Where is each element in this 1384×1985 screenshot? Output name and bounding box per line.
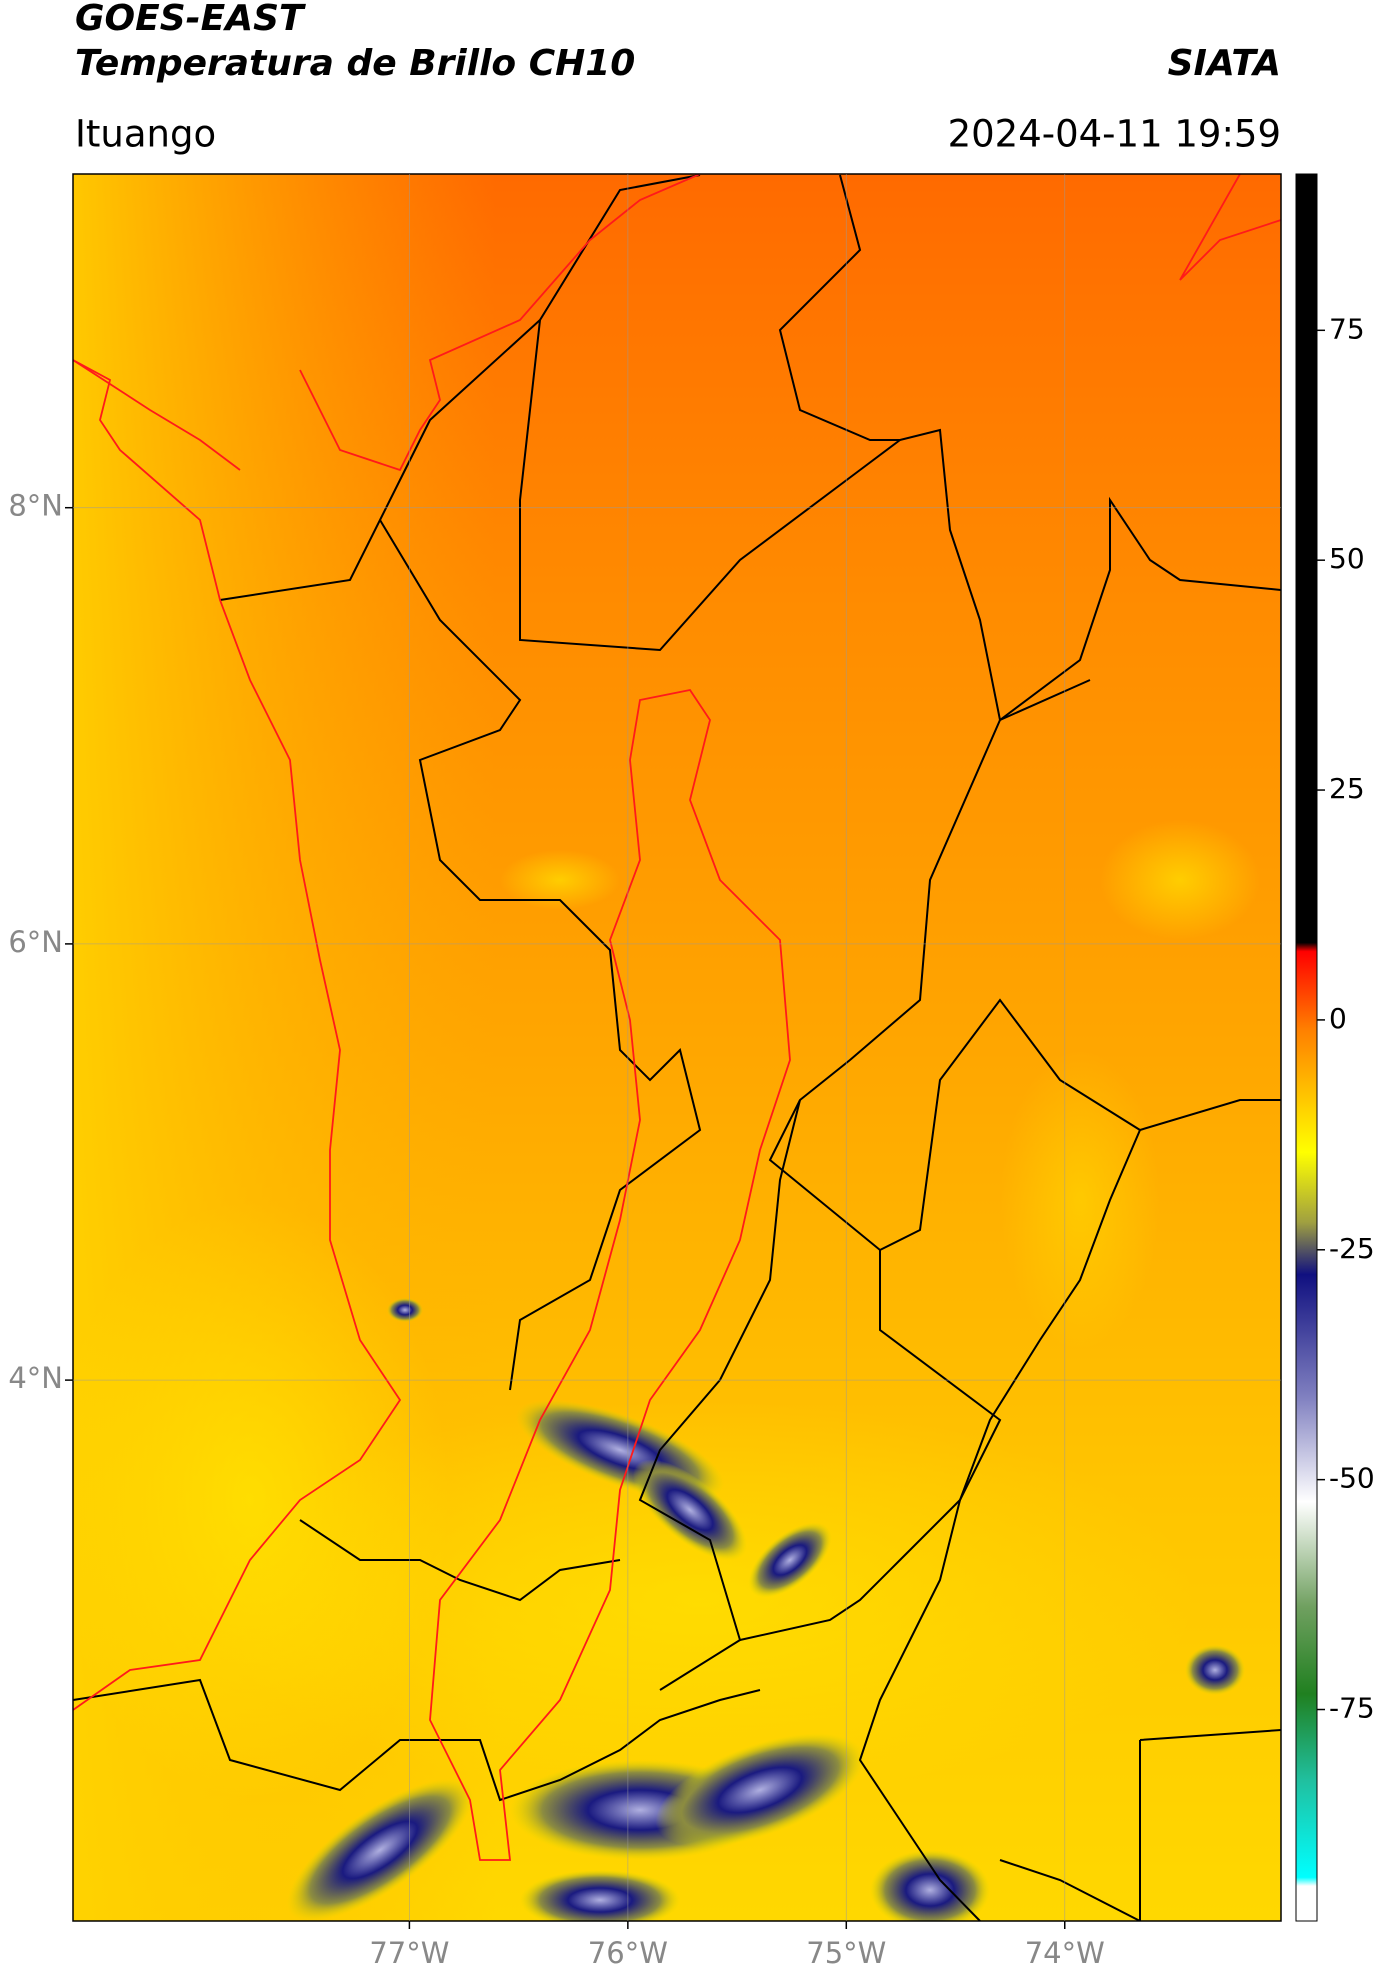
colorbar-tick-label: 50 (1329, 542, 1365, 575)
colorbar-tick-label: -50 (1329, 1462, 1375, 1495)
lon-tick-label: 75°W (806, 1936, 886, 1970)
colorbar-tick-label: 75 (1329, 312, 1365, 345)
lon-tick-label: 74°W (1025, 1936, 1105, 1970)
colorbar-tick-label: 0 (1329, 1002, 1347, 1035)
title-line2: Temperatura de Brillo CH10 (75, 43, 635, 84)
colorbar-tick-label: -25 (1329, 1232, 1375, 1265)
colorbar-tick-label: -75 (1329, 1692, 1375, 1725)
lon-tick-label: 77°W (369, 1936, 449, 1970)
location: Ituango (75, 113, 216, 156)
datetime: 2024-04-11 19:59 (948, 113, 1281, 156)
map-frame (72, 173, 1282, 1922)
lat-tick-label: 8°N (8, 489, 63, 523)
lat-tick-label: 4°N (8, 1361, 63, 1395)
lon-tick-label: 76°W (588, 1936, 668, 1970)
brand: SIATA (1168, 43, 1281, 84)
map-image (73, 174, 1281, 1921)
colorbar (1295, 173, 1318, 1922)
colorbar-tick-label: 25 (1329, 772, 1365, 805)
title-line1: GOES-EAST (75, 0, 306, 39)
lat-tick-label: 6°N (8, 925, 63, 959)
